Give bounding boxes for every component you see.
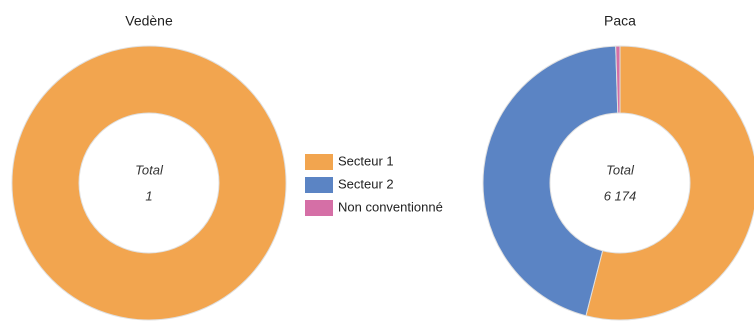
center-total: 1 [145,188,152,203]
legend-swatch [305,154,333,170]
donut-slice [11,45,287,321]
center-label: Total [606,162,635,177]
legend-label: Non conventionné [338,199,443,214]
legend-swatch [305,200,333,216]
legend-label: Secteur 2 [338,176,394,191]
chart-title: Vedène [125,13,173,29]
center-label: Total [135,162,164,177]
donut-slice [615,45,621,114]
legend-label: Secteur 1 [338,153,394,168]
legend-swatch [305,177,333,193]
donut-slice [482,45,619,317]
chart-title: Paca [604,13,636,29]
center-total: 6 174 [604,188,637,203]
donut-slice [585,45,754,321]
